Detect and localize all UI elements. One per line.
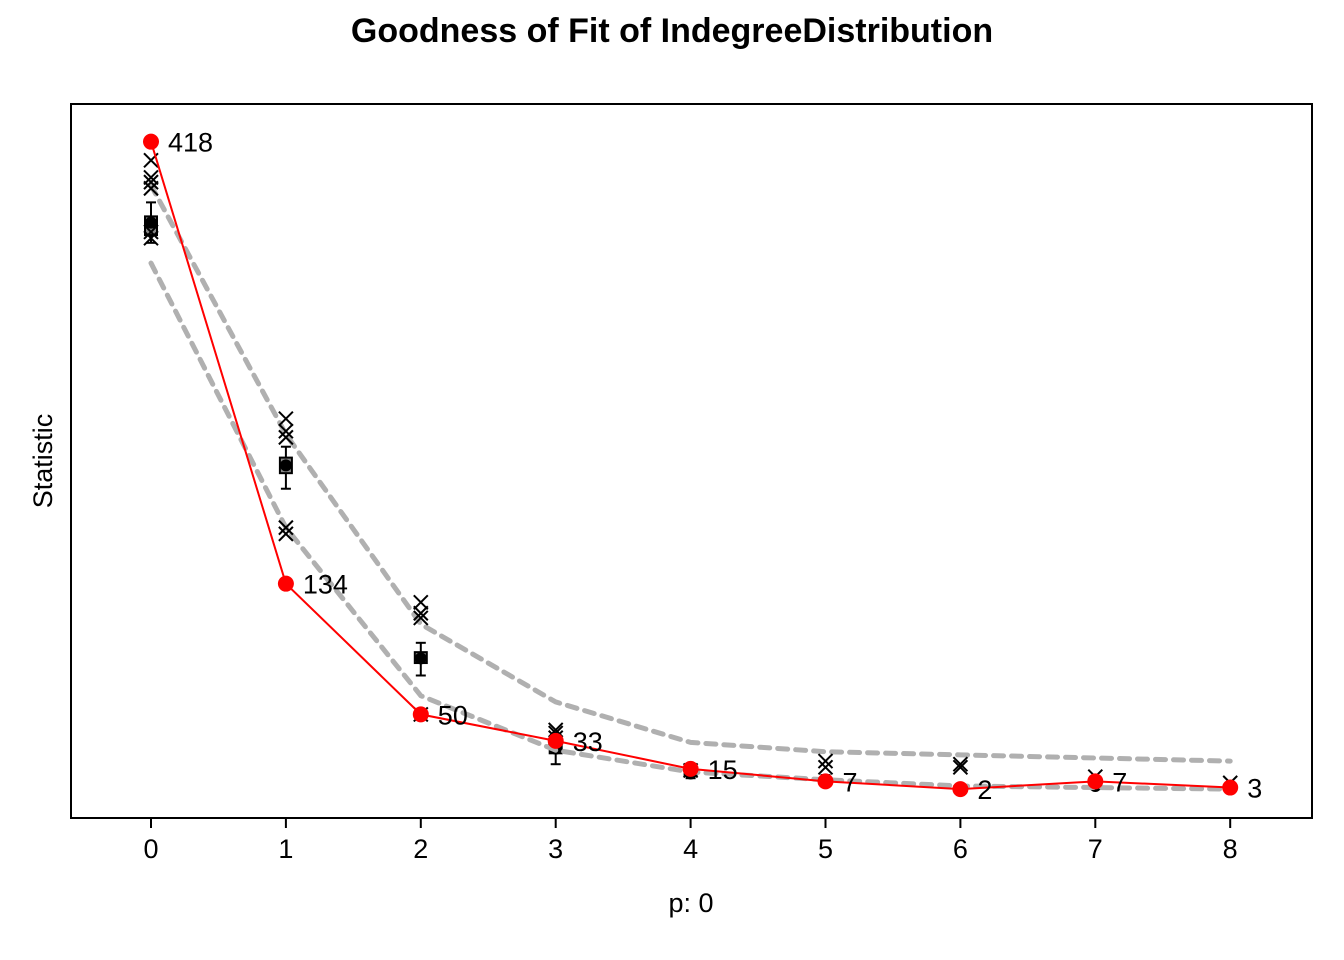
- x-tick-label: 2: [413, 834, 428, 864]
- simulated-cross: [143, 174, 159, 190]
- simulated-cross: [413, 594, 429, 611]
- cross-stroke: [413, 605, 429, 621]
- observed-value-label: 2: [977, 775, 992, 805]
- observed-value-label: 33: [573, 727, 603, 757]
- x-tick-label: 7: [1088, 834, 1103, 864]
- simulated-cross: [817, 753, 834, 769]
- simulated-cross: [143, 180, 159, 197]
- simulated-cross: [278, 429, 294, 446]
- cross-stroke: [278, 526, 294, 542]
- cross-stroke: [413, 594, 429, 611]
- simulated-cross: [952, 759, 969, 776]
- observed-value-label: 50: [438, 700, 468, 730]
- x-tick-label: 6: [953, 834, 968, 864]
- cross-stroke: [413, 610, 429, 626]
- x-tick-label: 1: [278, 834, 293, 864]
- chart-title: Goodness of Fit of IndegreeDistribution: [350, 12, 994, 50]
- observed-point: [682, 760, 699, 777]
- cross-stroke: [143, 230, 159, 246]
- cross-stroke: [952, 756, 969, 772]
- cross-stroke: [143, 224, 159, 240]
- cross-layer: [143, 152, 1238, 791]
- simulated-cross: [952, 756, 969, 772]
- cross-stroke: [143, 169, 159, 186]
- observed-point: [817, 773, 834, 790]
- x-tick-label: 8: [1223, 834, 1238, 864]
- simulated-cross: [143, 224, 159, 240]
- cross-stroke: [952, 759, 969, 776]
- x-tick-label: 3: [548, 834, 563, 864]
- observed-point: [547, 732, 564, 749]
- y-axis-label: Statistic: [28, 414, 58, 509]
- cross-stroke: [278, 423, 294, 439]
- x-tick-label: 4: [683, 834, 698, 864]
- plot-frame: [70, 103, 1313, 819]
- cross-stroke: [278, 410, 294, 427]
- simulated-cross: [143, 230, 159, 246]
- simulated-cross: [143, 169, 159, 186]
- simulated-cross: [278, 410, 294, 427]
- cross-stroke: [278, 429, 294, 446]
- observed-value-label: 15: [708, 755, 738, 785]
- observed-point: [412, 706, 429, 723]
- simulated-cross: [278, 519, 294, 536]
- observed-value-label: 7: [1112, 767, 1127, 797]
- observed-point: [143, 133, 159, 150]
- observed-value-label: 7: [843, 767, 858, 797]
- observed-point: [952, 781, 969, 798]
- observed-layer: 418 134 50 33 15 7 2 7 3: [143, 128, 1262, 805]
- observed-point: [277, 575, 294, 592]
- cross-stroke: [278, 519, 294, 536]
- box-layer: [144, 201, 1238, 794]
- cross-stroke: [817, 759, 834, 776]
- observed-value-label: 418: [168, 128, 213, 158]
- box-median-dot: [414, 652, 427, 665]
- cross-stroke: [817, 753, 834, 769]
- cross-stroke: [143, 174, 159, 190]
- box-median-dot: [279, 459, 292, 472]
- simulated-cross: [413, 605, 429, 621]
- band-lower-line: [148, 260, 1233, 792]
- x-axis-label: p: 0: [668, 888, 713, 918]
- x-tick-label: 5: [818, 834, 833, 864]
- simulated-cross: [817, 759, 834, 776]
- observed-point: [1222, 779, 1239, 796]
- simulated-cross: [278, 423, 294, 439]
- simulated-cross: [278, 526, 294, 542]
- band-layer: [148, 182, 1233, 792]
- observed-value-label: 3: [1247, 774, 1262, 804]
- cross-stroke: [143, 180, 159, 197]
- observed-point: [1087, 773, 1104, 790]
- simulated-cross: [413, 610, 429, 626]
- observed-value-label: 134: [303, 570, 348, 600]
- box-median-dot: [145, 216, 157, 229]
- x-tick-layer: 0 1 2 3 4 5 6 7 8: [143, 818, 1238, 864]
- x-tick-label: 0: [143, 834, 158, 864]
- band-upper-line: [148, 182, 1233, 764]
- observed-line: [150, 141, 1231, 791]
